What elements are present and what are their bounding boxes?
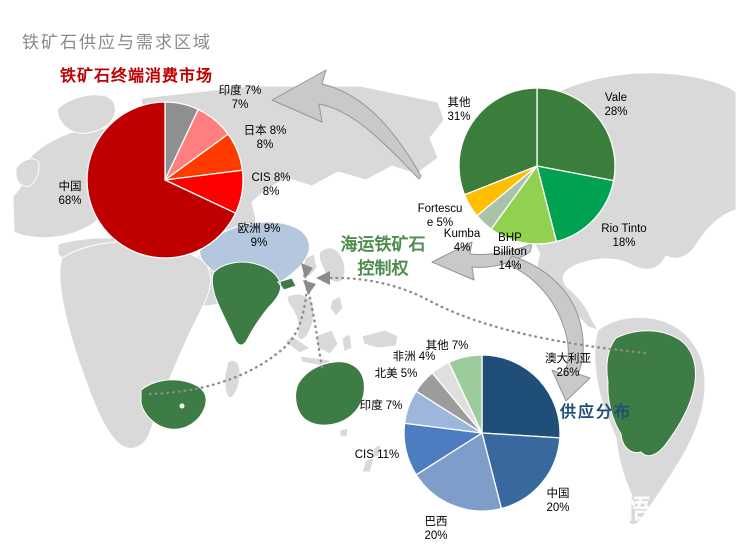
island-britain (15, 158, 40, 187)
region-scandinavia (57, 94, 116, 134)
pie-slice-label-CIS: CIS 8% 8% (251, 171, 291, 198)
island-sumatra (284, 335, 311, 354)
sea-control-note-line2: 控制权 (357, 258, 409, 278)
pie-slice-label-北美: 北美 5% (374, 367, 418, 380)
country-india (211, 261, 297, 346)
country-lesotho (179, 403, 185, 409)
watermark: 悟空问答 (576, 489, 736, 547)
pie-slice-label-中国: 中国 68% (58, 180, 82, 207)
island-sulawesi (341, 333, 353, 353)
pie-slice-producers-pie-Vale (536, 87, 616, 182)
pie-slice-demand-pie-中国 (86, 101, 237, 259)
sea-control-note-line1: 海运铁矿石 (340, 235, 426, 254)
pie-slice-label-中国: 中国 20% (546, 487, 570, 514)
demand-market-title: 铁矿石终端消费市场 (60, 68, 214, 85)
route-arrowhead-icon (303, 280, 316, 295)
pie-slice-label-Vale: Vale 28% (604, 91, 628, 118)
sea-control-note: 海运铁矿石 控制权 (328, 233, 438, 281)
island-tasmania (339, 427, 349, 438)
page-title: 铁矿石供应与需求区域 (22, 33, 212, 52)
pie-slice-label-其他: 其他 31% (447, 96, 471, 123)
region-indochina (286, 293, 315, 340)
pie-slice-producers-pie-其他 (458, 87, 538, 196)
arrow-producers-to-demand (271, 69, 422, 180)
pie-slice-label-巴西: 巴西 20% (424, 515, 448, 542)
supply-distribution-title: 供应分布 (560, 404, 633, 421)
pie-slice-label-Kumba: Kumba 4% (443, 227, 481, 254)
pie-slice-label-CIS: CIS 11% (354, 448, 400, 461)
country-australia (295, 361, 365, 426)
island-new-guinea (361, 329, 399, 349)
arrow-producers-to-supply (505, 255, 591, 402)
islands-new-zealand (361, 443, 382, 473)
pie-slice-supply-pie-中国 (481, 432, 561, 510)
islands-philippines (329, 295, 344, 317)
pie-slice-producers-pie-BHP Billiton (490, 165, 558, 245)
pie-slice-label-BHP Billiton: BHP Billiton 14% (493, 231, 527, 273)
route-arrowhead-icon (316, 271, 330, 285)
wukong-logo-icon (579, 512, 614, 541)
country-brazil (606, 330, 696, 457)
pie-slice-label-Rio Tinto: Rio Tinto 18% (601, 222, 647, 249)
pie-slice-label-澳大利亚: 澳大利亚 26% (545, 352, 591, 379)
route-arrowhead-icon (301, 263, 313, 279)
watermark-text: 悟空问答 (624, 494, 709, 547)
islands-japan (318, 247, 346, 283)
pie-slice-supply-pie-巴西 (415, 432, 503, 512)
pie-slice-supply-pie-其他 (448, 354, 483, 434)
pie-slice-label-非洲: 非洲 4% (392, 350, 436, 363)
pie-slice-label-欧洲: 欧洲 9% 9% (237, 222, 281, 249)
pie-slice-supply-pie-澳大利亚 (481, 354, 561, 439)
pie-slice-label-Fortescue: Fortescu e 5% (417, 202, 463, 229)
pie-slice-label-日本: 日本 8% 8% (243, 124, 287, 151)
pie-slice-label-印度: 印度 7% 7% (218, 84, 262, 111)
pie-slice-label-印度: 印度 7% (359, 399, 403, 412)
pie-slice-producers-pie-Rio Tinto (536, 165, 615, 243)
island-borneo (314, 329, 339, 355)
route-south-africa-to-china (148, 286, 309, 396)
country-south-africa (140, 379, 207, 430)
pie-slice-label-其他: 其他 7% (425, 339, 469, 352)
route-australia-to-china (302, 272, 324, 369)
route-brazil-to-china (328, 276, 647, 355)
island-madagascar (224, 359, 241, 399)
